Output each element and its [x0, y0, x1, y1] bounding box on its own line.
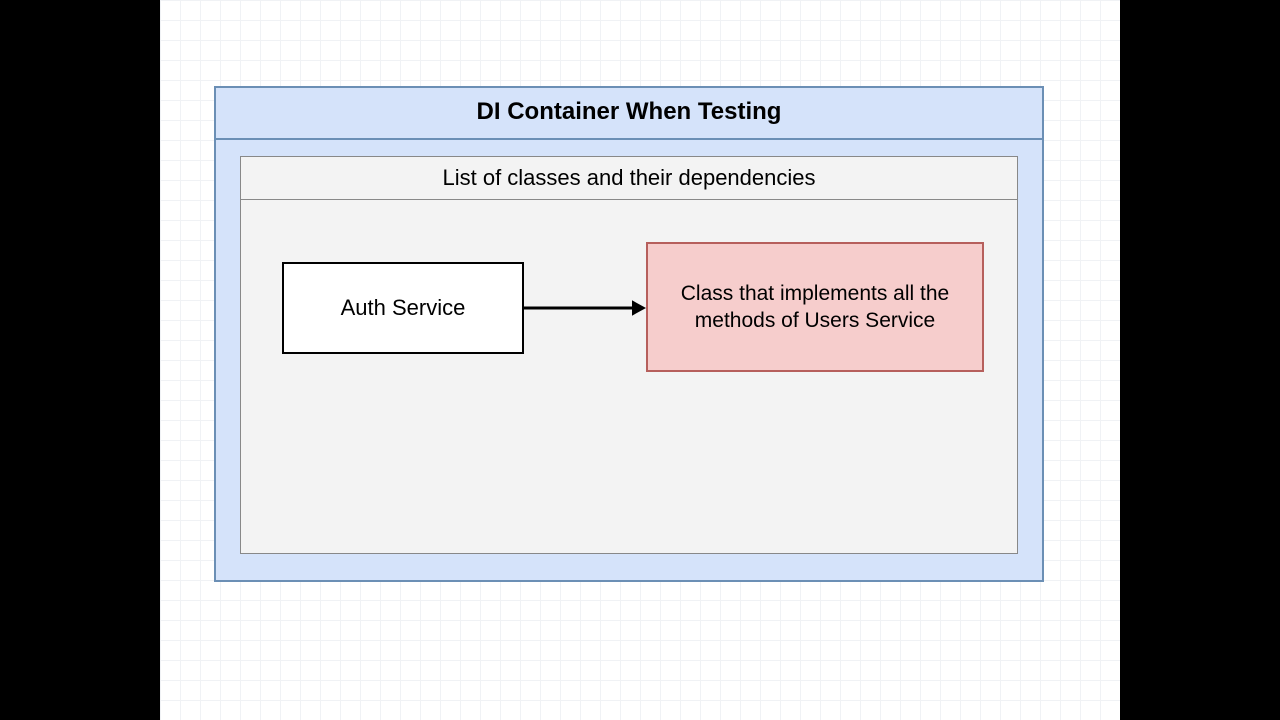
- left-sidebar: [0, 0, 160, 720]
- users-service-impl-node: Class that implements all the methods of…: [646, 242, 984, 372]
- users-service-impl-label: Class that implements all the methods of…: [660, 280, 970, 335]
- right-sidebar: [1120, 0, 1280, 720]
- diagram-canvas: DI Container When Testing List of classe…: [160, 0, 1120, 720]
- auth-service-label: Auth Service: [341, 294, 466, 323]
- auth-service-node: Auth Service: [282, 262, 524, 354]
- dependencies-list-title: List of classes and their dependencies: [241, 157, 1017, 200]
- di-container-title: DI Container When Testing: [216, 88, 1042, 140]
